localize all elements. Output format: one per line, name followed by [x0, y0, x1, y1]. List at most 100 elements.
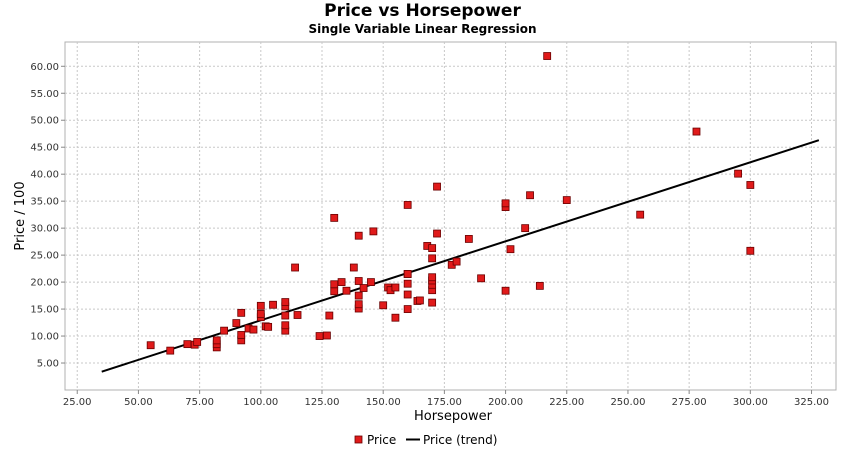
x-axis-title: Horsepower [414, 409, 493, 424]
x-tick-label: 250.00 [610, 397, 645, 408]
data-point [220, 326, 228, 335]
data-point [237, 331, 246, 339]
x-tick-label: 200.00 [488, 397, 523, 408]
x-tick-label: 25.00 [63, 397, 92, 408]
y-axis-title: Price / 100 [13, 181, 28, 250]
plot-area [64, 41, 837, 391]
chart-subtitle: Single Variable Linear Regression [308, 22, 537, 36]
data-point [391, 283, 400, 292]
data-point [183, 340, 192, 349]
y-tick-label: 55.00 [30, 89, 59, 100]
data-point [636, 210, 645, 219]
legend-label-price: Price [367, 433, 396, 447]
y-tick-label: 40.00 [30, 170, 59, 181]
data-point [256, 310, 265, 318]
y-tick-label: 60.00 [30, 62, 59, 73]
data-point [521, 224, 530, 233]
y-tick-label: 5.00 [37, 359, 59, 370]
data-point [354, 277, 363, 285]
data-point [330, 213, 339, 222]
data-point [146, 341, 155, 350]
x-tick-label: 225.00 [549, 397, 584, 408]
y-tick-label: 45.00 [30, 143, 59, 154]
data-point [506, 245, 515, 254]
data-point [212, 336, 221, 345]
data-point [734, 169, 742, 178]
data-point [433, 229, 441, 238]
data-point [403, 290, 412, 299]
data-point [325, 311, 334, 320]
y-tick-label: 15.00 [30, 305, 59, 316]
data-point [477, 274, 485, 283]
y-tick-label: 25.00 [30, 251, 59, 262]
y-tick-label: 20.00 [30, 278, 59, 289]
data-point [379, 301, 388, 310]
data-point [315, 332, 324, 340]
data-point [281, 311, 290, 320]
data-point [452, 257, 461, 266]
y-tick-label: 35.00 [30, 197, 59, 208]
y-tick-label: 30.00 [30, 224, 59, 235]
data-point [526, 191, 534, 200]
data-point [562, 196, 571, 204]
data-points [146, 52, 755, 355]
data-point [354, 300, 363, 309]
data-point [291, 263, 299, 272]
data-point [269, 300, 277, 309]
x-tick-label: 100.00 [243, 397, 278, 408]
legend-marker-price [354, 435, 363, 444]
grid-lines [65, 42, 836, 390]
data-point [281, 298, 290, 306]
data-point [416, 296, 424, 305]
data-point [746, 246, 755, 255]
data-point [692, 127, 701, 136]
data-point [433, 182, 441, 191]
data-point [166, 346, 175, 355]
data-point [249, 325, 258, 334]
y-tick-label: 10.00 [30, 332, 59, 343]
y-tick-label: 50.00 [30, 116, 59, 127]
data-point [501, 199, 510, 208]
data-point [354, 231, 363, 240]
data-point [367, 278, 375, 286]
chart-title: Price vs Horsepower [324, 1, 521, 21]
x-tick-label: 325.00 [794, 397, 829, 408]
data-point [193, 338, 202, 346]
data-point [428, 273, 437, 282]
data-point [464, 235, 473, 243]
data-point [746, 181, 755, 189]
data-point [256, 301, 265, 310]
data-point [391, 313, 400, 322]
data-point [322, 331, 331, 340]
data-point [403, 305, 412, 313]
data-point [232, 319, 241, 327]
legend-label-trend: Price (trend) [423, 433, 497, 447]
x-tick-label: 50.00 [124, 397, 153, 408]
data-point [337, 278, 346, 286]
x-tick-label: 125.00 [305, 397, 340, 408]
data-point [369, 227, 378, 236]
data-point [403, 201, 412, 209]
x-tick-label: 150.00 [366, 397, 401, 408]
data-point [403, 270, 412, 278]
data-point [330, 287, 339, 296]
data-point [428, 254, 437, 263]
data-point [342, 286, 351, 295]
data-point [535, 281, 544, 290]
data-point [330, 280, 339, 289]
x-tick-label: 275.00 [672, 397, 707, 408]
x-tick-label: 175.00 [427, 397, 462, 408]
legend: Price Price (trend) [354, 433, 497, 447]
data-point [501, 286, 510, 295]
x-tick-label: 300.00 [733, 397, 768, 408]
data-point [359, 284, 368, 292]
data-point [403, 279, 412, 288]
data-point [354, 291, 363, 300]
data-point [428, 298, 437, 307]
tick-labels: 25.00 50.00 75.00 100.00 125.00 150.00 175.00 2… [30, 62, 829, 408]
data-point [293, 311, 302, 319]
data-point [349, 263, 358, 272]
data-point [281, 321, 290, 330]
x-tick-label: 75.00 [185, 397, 214, 408]
